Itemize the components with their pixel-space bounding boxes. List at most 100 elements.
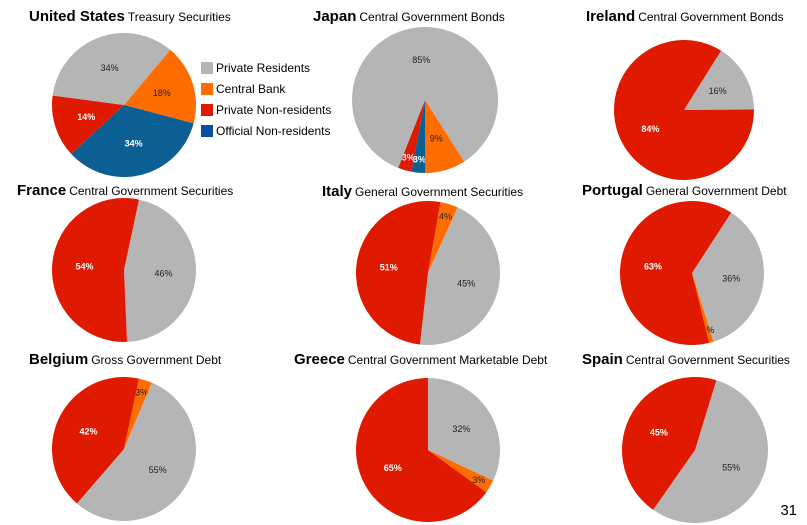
pie-slice-belgium-private-residents [76,382,197,522]
pie-label-greece-private-residents: 32% [452,424,470,434]
pie-label-france-private-nonresidents: 54% [76,262,94,272]
legend-swatch-private-residents [201,61,213,74]
chart-subtitle: Central Government Securities [625,353,790,367]
pie-slice-greece-private-nonresidents [355,378,487,523]
pie-label-greece-private-nonresidents: 65% [384,463,402,473]
country-name: Portugal [582,182,643,199]
chart-title-france: France Central Government Securities [17,183,233,199]
pie-label-japan-central-bank: 9% [430,134,443,144]
pie-slice-united-states-central-bank [124,49,196,124]
pie-label-belgium-private-nonresidents: 42% [80,426,98,436]
pie-slice-belgium-central-bank [124,378,152,449]
pie-label-portugal-private-residents: 36% [722,273,740,283]
pie-label-japan-private-residents: 85% [412,55,430,65]
pie-slice-spain-private-nonresidents [622,377,717,510]
pie-label-ireland-private-nonresidents: 84% [641,124,659,134]
legend-label: Central Bank [216,81,286,96]
pie-slice-greece-central-bank [428,450,494,493]
legend-swatch-private-nonresidents [201,103,213,116]
chart-title-spain: Spain Central Government Securities [582,352,790,368]
legend-item-private-nonresidents: Private Non-residents [201,99,331,120]
pie-label-portugal-central-bank: 1% [701,325,714,335]
pie-slice-united-states-private-nonresidents [52,95,125,154]
page-number: 31 [780,502,797,519]
pie-label-united-states-official-nonresidents: 34% [125,138,143,148]
chart-subtitle: General Government Debt [645,184,787,198]
pie-label-spain-private-nonresidents: 45% [650,427,668,437]
chart-subtitle: Central Government Bonds [359,10,505,24]
country-name: Ireland [586,8,636,25]
pie-slice-greece-private-residents [428,378,500,481]
pie-label-italy-private-residents: 45% [457,279,475,289]
pie-slice-france-private-residents [124,199,196,342]
chart-subtitle: Treasury Securities [127,10,231,24]
pie-label-italy-private-nonresidents: 51% [380,262,398,272]
legend-swatch-official-nonresidents [201,124,213,137]
chart-subtitle: Gross Government Debt [91,353,222,367]
pie-slice-japan-private-residents [352,26,499,168]
pie-slice-ireland-private-residents [684,50,754,110]
legend-label: Private Non-residents [216,102,332,117]
pie-label-japan-private-nonresidents: 3% [402,152,415,162]
chart-subtitle: Central Government Securities [69,184,234,198]
chart-title-japan: Japan Central Government Bonds [313,9,505,25]
pie-slice-portugal-private-nonresidents [620,200,732,345]
legend-swatch-central-bank [201,82,213,95]
country-name: Spain [582,351,623,368]
pie-label-greece-central-bank: 3% [472,475,485,485]
legend-label: Official Non-residents [216,123,331,138]
legend-label: Private Residents [216,60,311,75]
pie-label-united-states-private-residents: 34% [101,63,119,73]
legend-item-private-residents: Private Residents [201,57,331,78]
pie-slice-italy-private-residents [419,207,501,346]
chart-subtitle: Central Government Bonds [638,10,784,24]
pie-slice-italy-private-nonresidents [355,201,441,345]
country-name: France [17,182,67,199]
pie-label-belgium-private-residents: 55% [149,465,167,475]
pie-slice-japan-private-nonresidents [398,100,425,172]
chart-title-greece: Greece Central Government Marketable Debt [294,352,547,368]
pie-label-japan-official-nonresidents: 3% [413,155,426,165]
pie-slice-united-states-private-residents [52,32,171,105]
pie-slice-portugal-central-bank [692,273,714,343]
pie-slice-portugal-private-residents [692,212,764,342]
chart-subtitle: Central Government Marketable Debt [347,353,548,367]
pie-label-ireland-private-residents: 16% [709,86,727,96]
pie-label-belgium-central-bank: 3% [135,388,148,398]
pie-slice-ireland-private-nonresidents [614,40,754,181]
pie-label-united-states-private-nonresidents: 14% [77,112,95,122]
legend-item-central-bank: Central Bank [201,78,331,99]
country-name: Italy [322,183,353,200]
country-name: Japan [313,8,357,25]
chart-title-belgium: Belgium Gross Government Debt [29,352,221,368]
chart-title-portugal: Portugal General Government Debt [582,183,787,199]
chart-title-united-states: United States Treasury Securities [29,9,231,25]
pie-slice-japan-official-nonresidents [411,100,425,173]
chart-title-italy: Italy General Government Securities [322,184,523,200]
legend-item-official-nonresidents: Official Non-residents [201,120,331,141]
pie-slice-spain-private-residents [653,380,769,524]
country-name: Greece [294,351,345,368]
pie-slice-united-states-official-nonresidents [71,105,194,178]
pie-slice-japan-central-bank [425,100,465,173]
pie-slice-france-private-nonresidents [51,197,139,342]
pie-label-united-states-central-bank: 18% [153,88,171,98]
country-name: United States [29,8,125,25]
pie-label-portugal-private-nonresidents: 63% [644,261,662,271]
legend: Private Residents Central Bank Private N… [201,57,331,141]
chart-subtitle: General Government Securities [355,185,524,199]
pie-label-italy-central-bank: 4% [439,212,452,222]
country-name: Belgium [29,351,89,368]
chart-title-ireland: Ireland Central Government Bonds [586,9,784,25]
pie-label-france-private-residents: 46% [154,268,172,278]
pie-label-spain-private-residents: 55% [722,463,740,473]
